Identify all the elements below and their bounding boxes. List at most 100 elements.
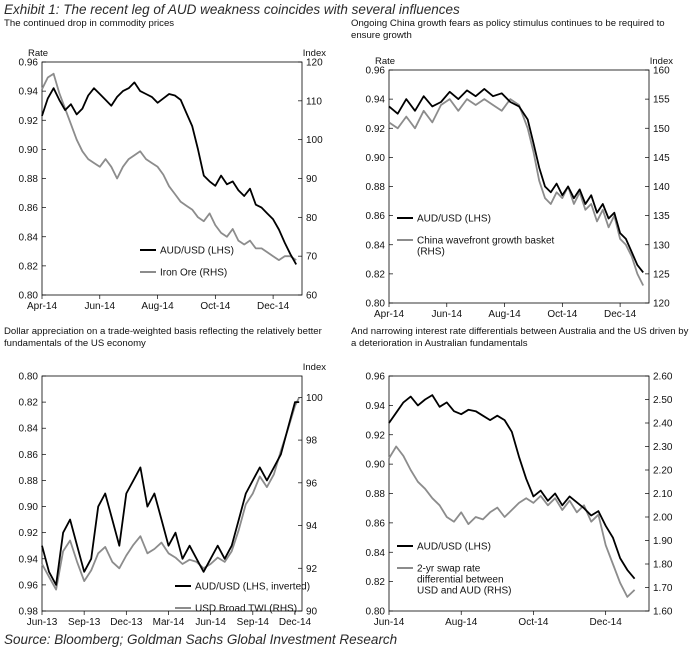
y-left-tick-label: 0.90 — [366, 153, 386, 164]
x-tick-label: Oct-14 — [547, 309, 577, 320]
y-right-tick-label: 160 — [653, 66, 670, 77]
y-right-tick-label: 98 — [306, 436, 318, 447]
plot-frame — [41, 375, 303, 612]
y-right-tick-label: 125 — [653, 269, 670, 280]
y-right-tick-label: 90 — [306, 174, 318, 185]
series-line-rhs — [388, 98, 645, 286]
y-right-tick-label: 130 — [653, 240, 670, 251]
y-right-tick-label: 90 — [306, 607, 318, 618]
series-line-rhs — [41, 397, 301, 591]
y-left-tick-label: 0.84 — [19, 232, 39, 243]
legend-label: differential between — [417, 575, 504, 586]
y-left-tick-label: 0.96 — [19, 58, 39, 69]
chart-china: Rate Index 0.96 0.94 0.92 0.90 0.88 0.86 0.84 0.8… — [366, 56, 674, 320]
y-left-tick-label: 0.92 — [366, 124, 386, 135]
y-right-tick-label: 120 — [653, 299, 670, 310]
y-left-tick-label: 0.84 — [366, 548, 386, 559]
x-tick-label: Dec-14 — [257, 301, 290, 312]
legend-label: USD and AUD (RHS) — [417, 586, 511, 597]
y-left-tick-label: 0.96 — [19, 580, 39, 591]
legend-label: AUD/USD (LHS, inverted) — [195, 582, 310, 593]
y-left-tick-label: 0.80 — [366, 299, 386, 310]
y-right-tick-label: 2.00 — [653, 513, 673, 524]
page-title: Exhibit 1: The recent leg of AUD weaknes… — [4, 2, 460, 17]
x-tick-label: Jun-14 — [84, 301, 115, 312]
y-axis-right-label: Index — [303, 48, 326, 59]
x-tick-label: Aug-14 — [488, 309, 521, 320]
y-left-tick-label: 0.88 — [366, 489, 386, 500]
y-left-tick-label: 0.86 — [366, 211, 386, 222]
x-tick-label: Oct-14 — [518, 617, 548, 628]
x-tick-label: Sep-14 — [237, 617, 270, 628]
y-left-tick-label: 0.88 — [19, 174, 39, 185]
y-right-tick-label: 100 — [306, 135, 323, 146]
y-left-tick-label: 0.88 — [19, 476, 39, 487]
y-right-tick-label: 150 — [653, 124, 670, 135]
y-left-tick-label: 0.98 — [19, 607, 39, 618]
y-left-tick-label: 0.82 — [19, 398, 39, 409]
y-left-tick-label: 0.84 — [19, 424, 39, 435]
y-right-tick-label: 2.20 — [653, 466, 673, 477]
y-right-tick-label: 1.60 — [653, 607, 673, 618]
chart-commodity: Rate Index 0.96 0.94 0.92 0.90 0.88 0.86 0.84 0.8… — [19, 48, 327, 312]
y-axis-left-label: Rate — [375, 56, 395, 67]
chart-panel-dollar: Dollar appreciation on a trade-weighted … — [0, 326, 347, 634]
y-left-tick-label: 0.92 — [366, 430, 386, 441]
y-left-tick-label: 0.94 — [19, 554, 39, 565]
y-left-tick-label: 0.80 — [19, 372, 39, 383]
y-left-tick-label: 0.92 — [19, 528, 39, 539]
chart-panel-china: Ongoing China growth fears as policy sti… — [347, 18, 694, 326]
series-line-aud — [388, 394, 636, 580]
y-right-tick-label: 94 — [306, 521, 318, 532]
y-right-tick-label: 140 — [653, 182, 670, 193]
y-left-tick-label: 0.86 — [19, 203, 39, 214]
chart-panel-rates: And narrowing interest rate differential… — [347, 326, 694, 634]
y-right-tick-label: 92 — [306, 564, 318, 575]
legend-label: (RHS) — [417, 247, 445, 258]
y-left-tick-label: 0.90 — [366, 460, 386, 471]
chart-panel-commodity: The continued drop in commodity prices R… — [0, 18, 347, 326]
x-tick-label: Dec-14 — [279, 617, 312, 628]
y-left-tick-label: 0.82 — [19, 261, 39, 272]
y-left-tick-label: 0.88 — [366, 182, 386, 193]
series-line-rhs — [388, 445, 636, 598]
legend-label: AUD/USD (LHS) — [160, 246, 234, 257]
y-axis-right-label: Index — [650, 56, 673, 67]
y-left-tick-label: 0.90 — [19, 145, 39, 156]
y-right-tick-label: 96 — [306, 478, 318, 489]
y-axis-left-label: Rate — [28, 48, 48, 59]
x-tick-label: Dec-13 — [110, 617, 143, 628]
y-left-tick-label: 0.84 — [366, 240, 386, 251]
x-tick-label: Aug-14 — [141, 301, 174, 312]
y-left-tick-label: 0.94 — [366, 95, 386, 106]
series-line-rhs — [41, 72, 297, 262]
y-left-tick-label: 0.80 — [19, 291, 39, 302]
x-tick-label: Apr-14 — [374, 309, 404, 320]
chart-rates: 0.96 0.94 0.92 0.90 0.88 0.86 0.84 0.82 0.80 2.60… — [366, 372, 673, 629]
y-left-tick-label: 0.94 — [19, 87, 39, 98]
legend-label: China wavefront growth basket — [417, 236, 555, 247]
y-right-tick-label: 60 — [306, 291, 318, 302]
chart-title: And narrowing interest rate differential… — [351, 326, 689, 349]
y-right-tick-label: 80 — [306, 213, 318, 224]
y-right-tick-label: 2.60 — [653, 372, 673, 383]
y-left-tick-label: 0.86 — [19, 450, 39, 461]
y-right-tick-label: 145 — [653, 153, 670, 164]
y-right-tick-label: 2.40 — [653, 419, 673, 430]
x-tick-label: Jun-14 — [195, 617, 226, 628]
x-tick-label: Sep-13 — [68, 617, 101, 628]
x-tick-label: Dec-14 — [604, 309, 637, 320]
chart-title: The continued drop in commodity prices — [4, 18, 175, 29]
source-note: Source: Bloomberg; Goldman Sachs Global … — [4, 632, 398, 647]
y-left-tick-label: 0.96 — [366, 66, 386, 77]
y-right-tick-label: 2.30 — [653, 442, 673, 453]
series-line-aud — [388, 88, 644, 273]
y-right-tick-label: 70 — [306, 252, 318, 263]
series-line-aud — [41, 401, 300, 586]
plot-frame — [41, 61, 303, 296]
y-left-tick-label: 0.86 — [366, 518, 386, 529]
y-axis-right-label: Index — [303, 362, 326, 373]
y-right-tick-label: 1.80 — [653, 560, 673, 571]
legend-label: 2-yr swap rate — [417, 564, 481, 575]
legend-label: AUD/USD (LHS) — [417, 542, 491, 553]
